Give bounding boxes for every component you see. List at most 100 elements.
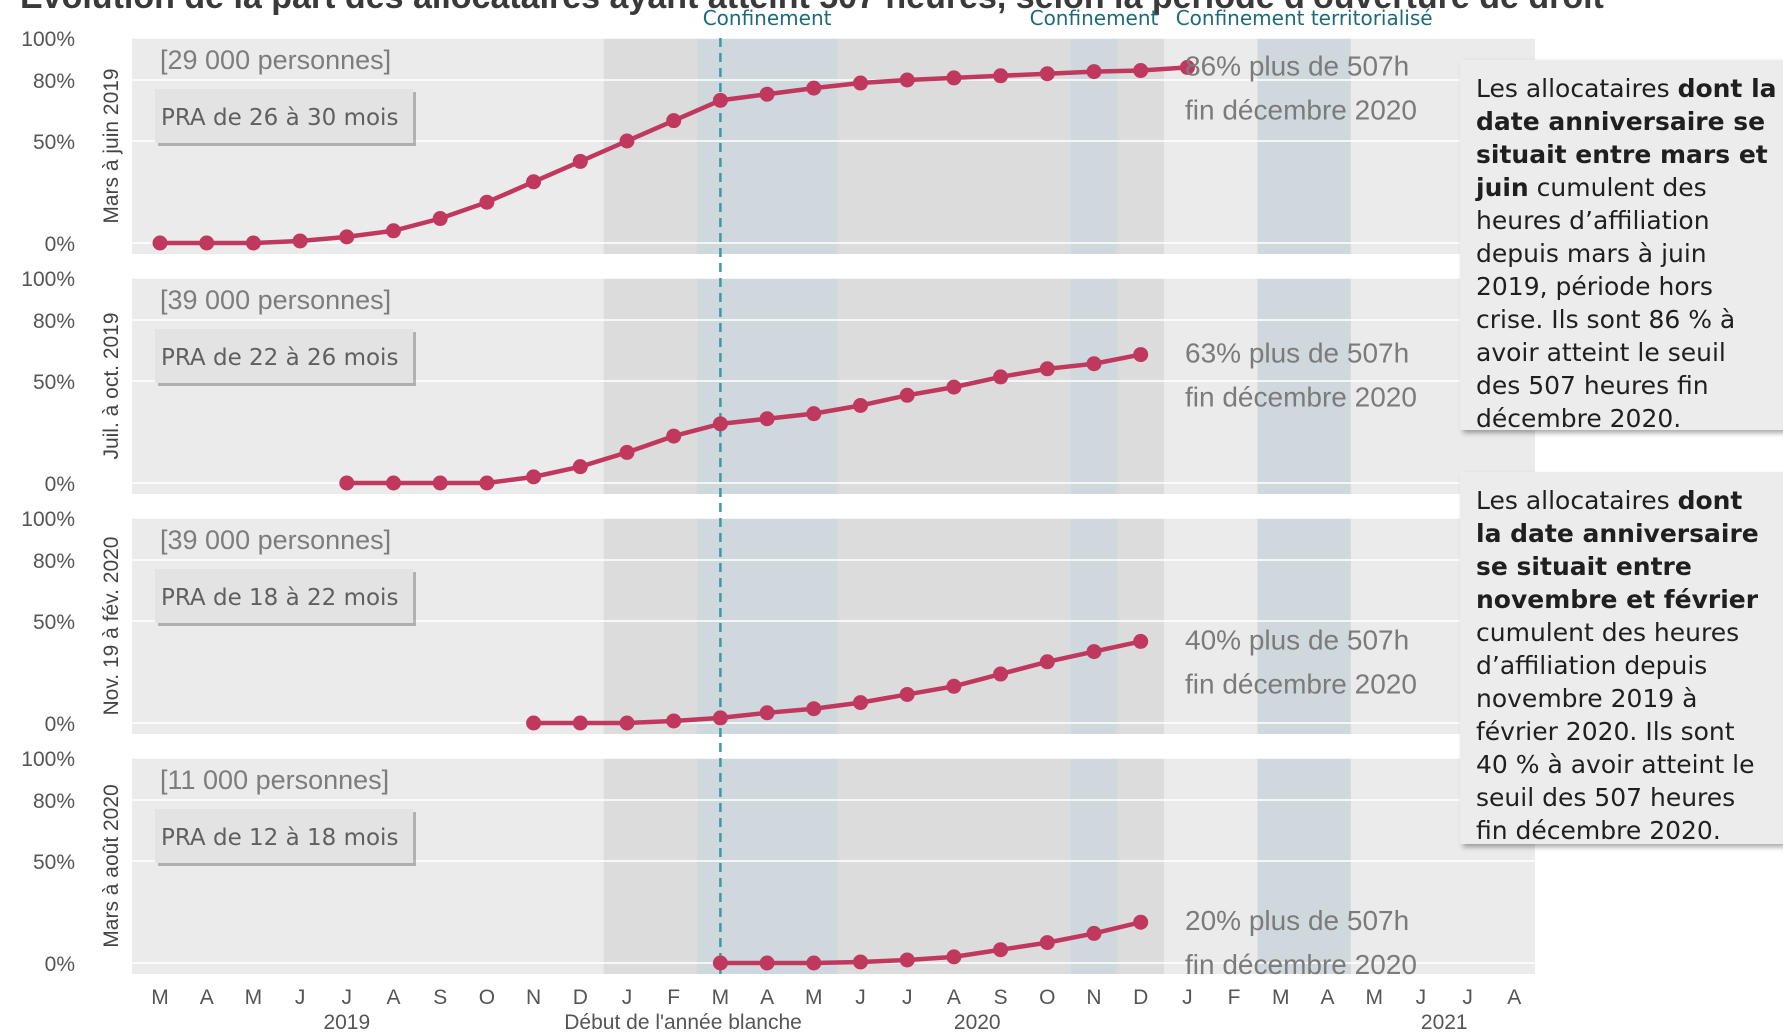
confinement-label: Confinement	[703, 6, 832, 30]
x-tick-label: M	[1272, 986, 1290, 1009]
x-tick-label: S	[994, 986, 1008, 1009]
count-label: [11 000 personnes]	[160, 765, 389, 795]
end-date-label: fin décembre 2020	[1185, 668, 1417, 699]
x-tick-label: J	[295, 986, 306, 1009]
confinement-band	[1070, 758, 1118, 974]
end-value-label: 63% plus de 507h	[1185, 338, 1409, 369]
x-tick-label: F	[1228, 986, 1241, 1009]
data-point	[386, 475, 401, 491]
data-point	[759, 955, 775, 971]
y-tick-label: 100%	[21, 28, 75, 51]
confinement-band	[1257, 38, 1351, 254]
x-tick-label: J	[902, 986, 913, 1009]
data-point	[806, 701, 822, 717]
data-point	[1039, 654, 1055, 670]
facet-strip-label: Mars à juin 2019	[100, 68, 123, 223]
data-point	[712, 955, 728, 971]
data-point	[946, 949, 962, 965]
data-point	[899, 387, 915, 403]
data-point	[199, 235, 215, 251]
data-point	[666, 713, 682, 729]
y-tick-label: 100%	[21, 748, 75, 771]
facet-strip-label: Nov. 19 à fév. 2020	[100, 536, 123, 715]
data-point	[853, 397, 868, 413]
year-label: 2021	[1421, 1011, 1468, 1034]
data-point	[526, 174, 542, 190]
note-text-plain: Les allocataires	[1476, 74, 1678, 103]
x-tick-label: J	[622, 986, 633, 1009]
confinement-band	[697, 38, 838, 254]
data-point	[1086, 64, 1102, 80]
x-tick-label: A	[200, 986, 214, 1009]
data-point	[1133, 914, 1149, 930]
data-point	[619, 715, 635, 731]
note-text-plain: cumulent des heures d’affiliation depuis…	[1476, 173, 1736, 433]
data-point	[806, 955, 822, 971]
facet-strip-label: Juil. à oct. 2019	[100, 312, 123, 459]
x-tick-label: A	[1507, 986, 1521, 1009]
data-point	[526, 715, 542, 731]
end-date-label: fin décembre 2020	[1185, 382, 1417, 413]
data-point	[1086, 356, 1102, 372]
data-point	[759, 411, 775, 427]
pra-box	[155, 809, 413, 863]
pra-box	[155, 89, 413, 143]
data-point	[619, 444, 635, 460]
x-tick-label: J	[1416, 986, 1427, 1009]
data-point	[479, 194, 495, 210]
confinement-band	[1070, 518, 1118, 734]
x-tick-label: M	[712, 986, 730, 1009]
data-point	[899, 72, 915, 88]
facet-strip-label: Mars à août 2020	[100, 784, 123, 947]
confinement-label: Confinement territorialisé	[1176, 6, 1433, 30]
series-line	[533, 639, 1142, 726]
y-tick-label: 0%	[45, 713, 75, 736]
x-tick-label: J	[342, 986, 353, 1009]
data-point	[386, 223, 401, 239]
note-text-plain: cumulent des heures d’affiliation depuis…	[1476, 618, 1755, 845]
data-point	[479, 475, 495, 491]
data-point	[339, 229, 355, 245]
count-label: [39 000 personnes]	[160, 525, 391, 555]
data-point	[1086, 644, 1102, 660]
data-point	[572, 153, 588, 169]
confinement-band	[697, 758, 838, 974]
y-tick-label: 50%	[33, 371, 75, 394]
confinement-band	[1257, 758, 1351, 974]
end-date-label: fin décembre 2020	[1185, 949, 1417, 980]
data-point	[712, 710, 728, 726]
confinement-band	[1257, 278, 1351, 494]
x-tick-label: N	[526, 986, 541, 1009]
y-tick-label: 100%	[21, 268, 75, 291]
y-tick-label: 80%	[33, 70, 75, 93]
y-tick-label: 0%	[45, 953, 75, 976]
data-point	[993, 369, 1009, 385]
annotation-box-nov-fev: Les allocataires dont la date anniversai…	[1460, 472, 1783, 845]
data-point	[899, 686, 915, 702]
y-tick-label: 0%	[45, 473, 75, 496]
series-line	[720, 920, 1142, 966]
x-tick-label: A	[386, 986, 400, 1009]
y-tick-label: 80%	[33, 790, 75, 813]
data-point	[1039, 66, 1055, 82]
y-tick-label: 50%	[33, 851, 75, 874]
annotation-box-mars-juin: Les allocataires dont la date anniversai…	[1460, 60, 1783, 433]
data-point	[759, 705, 775, 721]
data-point	[946, 379, 962, 395]
end-value-label: 86% plus de 507h	[1185, 50, 1409, 81]
year-label: 2020	[954, 1011, 1001, 1034]
data-point	[526, 469, 542, 485]
data-point	[993, 68, 1009, 84]
y-tick-label: 80%	[33, 310, 75, 333]
y-tick-label: 80%	[33, 550, 75, 573]
data-point	[666, 428, 682, 444]
x-tick-label: M	[805, 986, 823, 1009]
data-point	[292, 233, 308, 249]
data-point	[712, 416, 728, 432]
data-point	[946, 70, 962, 86]
x-tick-label: D	[1133, 986, 1148, 1009]
data-point	[993, 666, 1009, 682]
end-date-label: fin décembre 2020	[1185, 94, 1417, 125]
pra-label: PRA de 26 à 30 mois	[161, 105, 398, 131]
